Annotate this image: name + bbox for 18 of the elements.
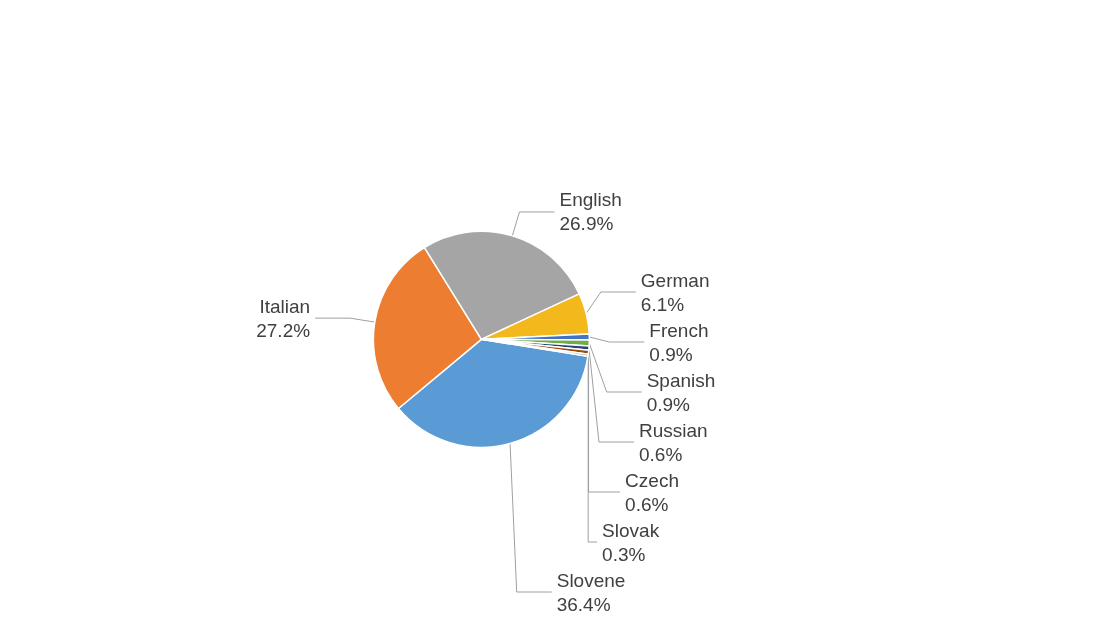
data-label: 0.6% <box>638 443 683 465</box>
slice-label: English <box>559 189 622 211</box>
slice-label: German <box>640 269 710 291</box>
data-label: 0.9% <box>649 343 693 365</box>
slice-label: Slovak <box>602 519 660 541</box>
slice-label: Russian <box>638 419 708 441</box>
slice-label: Spanish <box>646 369 716 391</box>
slice-label: Slovene <box>556 569 626 591</box>
data-label: 0.3% <box>602 543 646 565</box>
slice-label: French <box>649 319 709 341</box>
data-label: 0.6% <box>625 493 669 515</box>
data-label: 0.9% <box>646 393 691 415</box>
slice-label: Italian <box>259 295 311 317</box>
data-label: 26.9% <box>559 213 614 235</box>
data-label: 36.4% <box>556 593 611 615</box>
data-label: 27.2% <box>256 319 311 341</box>
slice-label: Czech <box>625 469 679 491</box>
data-label: 6.1% <box>640 293 685 315</box>
